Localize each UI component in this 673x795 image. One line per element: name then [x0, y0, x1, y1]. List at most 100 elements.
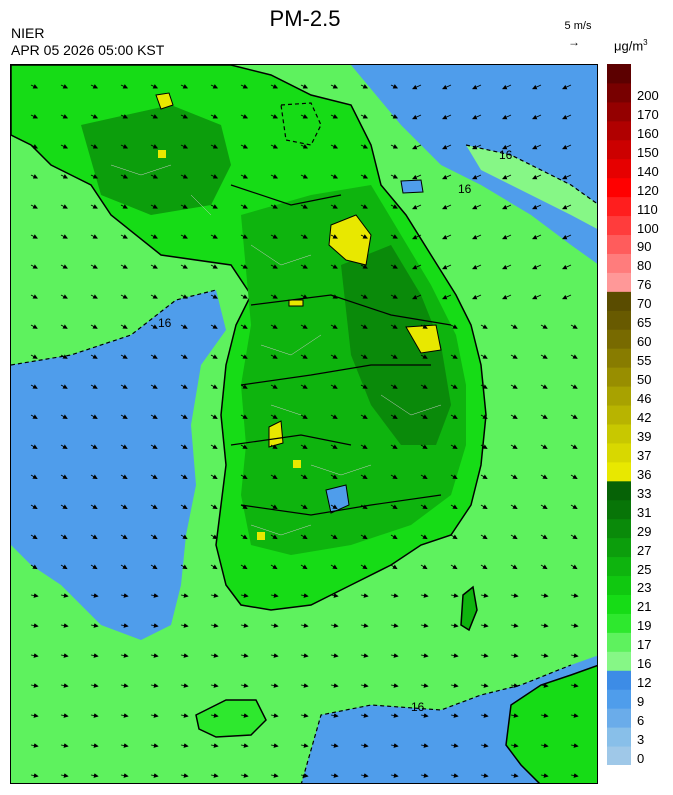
- wind-arrow-icon: [210, 264, 218, 269]
- wind-arrow-icon: [60, 474, 68, 480]
- wind-arrow-icon: [390, 204, 398, 209]
- wind-arrow-icon: [210, 564, 218, 570]
- wind-arrow-icon: [150, 144, 159, 149]
- legend-tick-label: 80: [637, 258, 652, 274]
- wind-arrow-icon: [270, 504, 278, 510]
- district-boundaries: [110, 164, 442, 536]
- wind-arrow-icon: [240, 623, 249, 628]
- color-scale-swatches: [607, 64, 631, 766]
- wind-arrow-icon: [60, 564, 68, 570]
- wind-arrow-icon: [180, 564, 188, 570]
- wind-arrow-icon: [210, 444, 218, 449]
- wind-arrow-icon: [390, 234, 398, 239]
- wind-arrow-icon: [90, 504, 98, 510]
- wind-arrow-icon: [540, 743, 549, 748]
- wind-arrow-icon: [300, 743, 309, 748]
- wind-arrow-icon: [502, 174, 512, 180]
- wind-arrow-icon: [60, 623, 69, 628]
- wind-arrow-icon: [562, 264, 572, 270]
- wind-arrow-icon: [480, 773, 489, 778]
- wind-arrow-icon: [330, 384, 338, 389]
- wind-arrow-icon: [210, 474, 218, 480]
- legend-tick-label: 3: [637, 732, 645, 748]
- wind-arrow-icon: [120, 384, 128, 389]
- legend-tick-label: 70: [637, 296, 652, 312]
- wind-arrow-icon: [390, 294, 398, 299]
- wind-arrow-icon: [120, 743, 129, 748]
- wind-arrow-icon: [540, 474, 548, 480]
- wind-arrow-icon: [562, 294, 572, 300]
- wind-arrow-icon: [300, 144, 309, 149]
- wind-arrow-icon: [420, 593, 429, 598]
- wind-arrow-icon: [472, 114, 482, 120]
- wind-arrow-icon: [442, 174, 452, 180]
- wind-arrow-icon: [390, 144, 399, 149]
- wind-arrow-icon: [210, 623, 219, 628]
- hotspot-north: [155, 92, 174, 110]
- legend-tick-label: 33: [637, 485, 652, 501]
- wind-arrow-icon: [300, 683, 309, 688]
- wind-arrow-icon: [360, 84, 369, 89]
- wind-arrow-icon: [450, 534, 458, 540]
- legend-swatch: [607, 234, 631, 254]
- legend-swatch: [607, 575, 631, 595]
- wind-arrow-icon: [300, 174, 309, 179]
- wind-arrow-icon: [30, 354, 38, 359]
- wind-arrow-icon: [570, 564, 578, 570]
- wind-arrow-icon: [330, 623, 339, 628]
- wind-arrow-icon: [510, 444, 518, 449]
- wind-arrow-icon: [330, 324, 338, 329]
- wind-arrow-icon: [180, 713, 189, 718]
- wind-arrow-icon: [150, 324, 158, 329]
- wind-arrow-icon: [532, 264, 542, 270]
- legend-tick-label: 16: [637, 656, 652, 672]
- wind-arrow-icon: [420, 683, 429, 688]
- wind-arrow-icon: [90, 444, 98, 449]
- wind-arrow-icon: [240, 264, 248, 269]
- legend-swatch: [607, 291, 631, 311]
- wind-arrow-icon: [330, 294, 338, 299]
- wind-arrow-icon: [510, 414, 518, 419]
- wind-arrow-icon: [30, 653, 39, 658]
- legend-tick-label: 6: [637, 713, 645, 729]
- wind-arrow-icon: [120, 713, 129, 718]
- wind-arrow-icon: [420, 653, 429, 658]
- legend-tick-label: 23: [637, 580, 652, 596]
- wind-arrow-icon: [120, 593, 129, 598]
- legend-swatch: [607, 64, 631, 84]
- wind-arrow-icon: [30, 324, 38, 329]
- wind-arrow-icon: [240, 294, 248, 299]
- wind-arrow-icon: [442, 144, 452, 150]
- wind-arrow-icon: [330, 204, 338, 209]
- wind-arrow-icon: [330, 84, 339, 89]
- wind-arrow-icon: [210, 534, 218, 540]
- wind-arrow-icon: [90, 474, 98, 480]
- wind-arrow-icon: [240, 534, 248, 540]
- wind-arrow-icon: [510, 384, 518, 389]
- wind-arrow-icon: [450, 504, 458, 510]
- reservoir-1: [325, 484, 350, 514]
- wind-arrow-icon: [90, 564, 98, 570]
- wind-arrow-icon: [150, 773, 159, 778]
- unit-exponent: 3: [643, 38, 648, 47]
- wind-arrow-icon: [180, 144, 189, 149]
- wind-arrow-icon: [240, 174, 249, 179]
- wind-arrow-icon: [30, 773, 39, 778]
- ulleungdo-island: [460, 585, 478, 632]
- legend-tick-label: 17: [637, 637, 652, 653]
- wind-arrow-icon: [300, 593, 309, 598]
- wind-arrow-icon: [60, 144, 69, 149]
- wind-arrow-icon: [420, 773, 429, 778]
- legend-swatch: [607, 613, 631, 633]
- wind-arrow-icon: [270, 294, 278, 299]
- wind-arrow-icon: [240, 204, 248, 209]
- wind-arrow-icon: [390, 264, 398, 269]
- wind-arrow-icon: [480, 623, 489, 628]
- wind-arrow-icon: [180, 623, 189, 628]
- legend-swatch: [607, 177, 631, 198]
- wind-arrow-icon: [360, 773, 369, 778]
- legend-tick-label: 37: [637, 447, 652, 463]
- wind-arrow-icon: [412, 174, 422, 180]
- wind-arrow-icon: [360, 354, 368, 359]
- wind-arrow-icon: [570, 683, 579, 688]
